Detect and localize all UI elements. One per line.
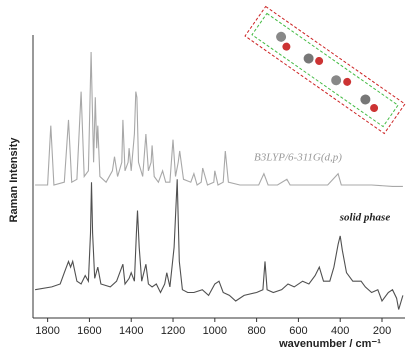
spectrum-line bbox=[35, 52, 403, 186]
spectrum-line bbox=[35, 179, 403, 309]
molecule-image bbox=[245, 7, 405, 134]
x-tick-label: 1200 bbox=[161, 325, 185, 337]
x-tick-label: 1400 bbox=[119, 325, 143, 337]
x-tick-label: 600 bbox=[289, 325, 307, 337]
annotation: solid phase bbox=[339, 212, 391, 224]
x-tick-label: 1800 bbox=[35, 325, 59, 337]
x-tick-label: 400 bbox=[331, 325, 349, 337]
annotation: B3LYP/6-311G(d,p) bbox=[254, 152, 342, 164]
y-axis-label: Raman Intensity bbox=[8, 137, 20, 223]
x-tick-label: 1000 bbox=[203, 325, 227, 337]
x-tick-label: 1600 bbox=[77, 325, 101, 337]
chart: Raman Intensity wavenumber / cm⁻¹ B3LYP/… bbox=[0, 0, 409, 352]
x-axis-label: wavenumber / cm⁻¹ bbox=[278, 338, 381, 350]
x-tick-label: 800 bbox=[247, 325, 265, 337]
x-tick-label: 200 bbox=[373, 325, 391, 337]
